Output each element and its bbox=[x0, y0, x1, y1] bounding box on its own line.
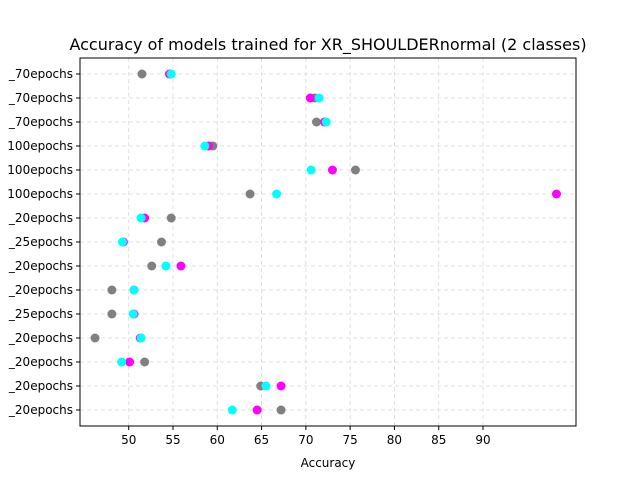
data-point-gray bbox=[245, 189, 255, 199]
data-point-cyan bbox=[129, 285, 139, 295]
y-tick-label: _20epochs bbox=[8, 259, 73, 273]
y-tick-label: _70epochs bbox=[8, 115, 73, 129]
data-point-gray bbox=[137, 69, 147, 79]
x-tick-label: 75 bbox=[343, 433, 358, 447]
data-point-cyan bbox=[166, 69, 176, 79]
data-point-cyan bbox=[227, 405, 237, 415]
x-tick-label: 65 bbox=[254, 433, 269, 447]
y-tick-label: 100epochs bbox=[7, 139, 73, 153]
y-tick-label: _25epochs bbox=[8, 307, 73, 321]
data-point-magenta bbox=[276, 381, 286, 391]
y-tick-label: _20epochs bbox=[8, 211, 73, 225]
x-axis-label: Accuracy bbox=[301, 456, 356, 470]
data-point-magenta bbox=[176, 261, 186, 271]
data-point-magenta bbox=[125, 357, 135, 367]
y-tick-label: _70epochs bbox=[8, 91, 73, 105]
grid-lines bbox=[80, 58, 576, 426]
data-point-cyan bbox=[306, 165, 316, 175]
data-point-cyan bbox=[128, 309, 138, 319]
y-axis-ticks: _70epochs _70epochs _70epochs 100epochs 100e… bbox=[7, 67, 80, 417]
data-point-gray bbox=[276, 405, 286, 415]
data-point-gray bbox=[107, 309, 117, 319]
data-points bbox=[90, 69, 562, 415]
x-tick-label: 70 bbox=[298, 433, 313, 447]
x-tick-label: 55 bbox=[165, 433, 180, 447]
data-point-gray bbox=[350, 165, 360, 175]
x-axis-ticks: 50 55 60 65 70 75 80 85 90 bbox=[121, 426, 491, 447]
x-tick-label: 50 bbox=[121, 433, 136, 447]
y-tick-label: _20epochs bbox=[8, 403, 73, 417]
data-point-gray bbox=[311, 117, 321, 127]
y-tick-label: _25epochs bbox=[8, 235, 73, 249]
data-point-magenta bbox=[305, 93, 315, 103]
data-point-gray bbox=[156, 237, 166, 247]
data-point-cyan bbox=[261, 381, 271, 391]
data-point-cyan bbox=[161, 261, 171, 271]
y-tick-label: 100epochs bbox=[7, 163, 73, 177]
data-point-gray bbox=[107, 285, 117, 295]
data-point-magenta bbox=[327, 165, 337, 175]
data-point-magenta bbox=[252, 405, 262, 415]
x-tick-label: 85 bbox=[431, 433, 446, 447]
data-point-magenta bbox=[552, 189, 562, 199]
data-point-cyan bbox=[136, 333, 146, 343]
data-point-cyan bbox=[321, 117, 331, 127]
data-point-cyan bbox=[200, 141, 210, 151]
x-tick-label: 90 bbox=[475, 433, 490, 447]
x-tick-label: 60 bbox=[210, 433, 225, 447]
chart-title: Accuracy of models trained for XR_SHOULD… bbox=[69, 35, 586, 55]
y-tick-label: _20epochs bbox=[8, 379, 73, 393]
y-tick-label: _20epochs bbox=[8, 355, 73, 369]
y-tick-label: _20epochs bbox=[8, 283, 73, 297]
data-point-gray bbox=[140, 357, 150, 367]
data-point-gray bbox=[166, 213, 176, 223]
data-point-gray bbox=[147, 261, 157, 271]
y-tick-label: _20epochs bbox=[8, 331, 73, 345]
data-point-gray bbox=[90, 333, 100, 343]
data-point-cyan bbox=[118, 237, 128, 247]
y-tick-label: 100epochs bbox=[7, 187, 73, 201]
data-point-cyan bbox=[117, 357, 127, 367]
data-point-cyan bbox=[136, 213, 146, 223]
data-point-cyan bbox=[314, 93, 324, 103]
y-tick-label: _70epochs bbox=[8, 67, 73, 81]
data-point-cyan bbox=[272, 189, 282, 199]
x-tick-label: 80 bbox=[387, 433, 402, 447]
